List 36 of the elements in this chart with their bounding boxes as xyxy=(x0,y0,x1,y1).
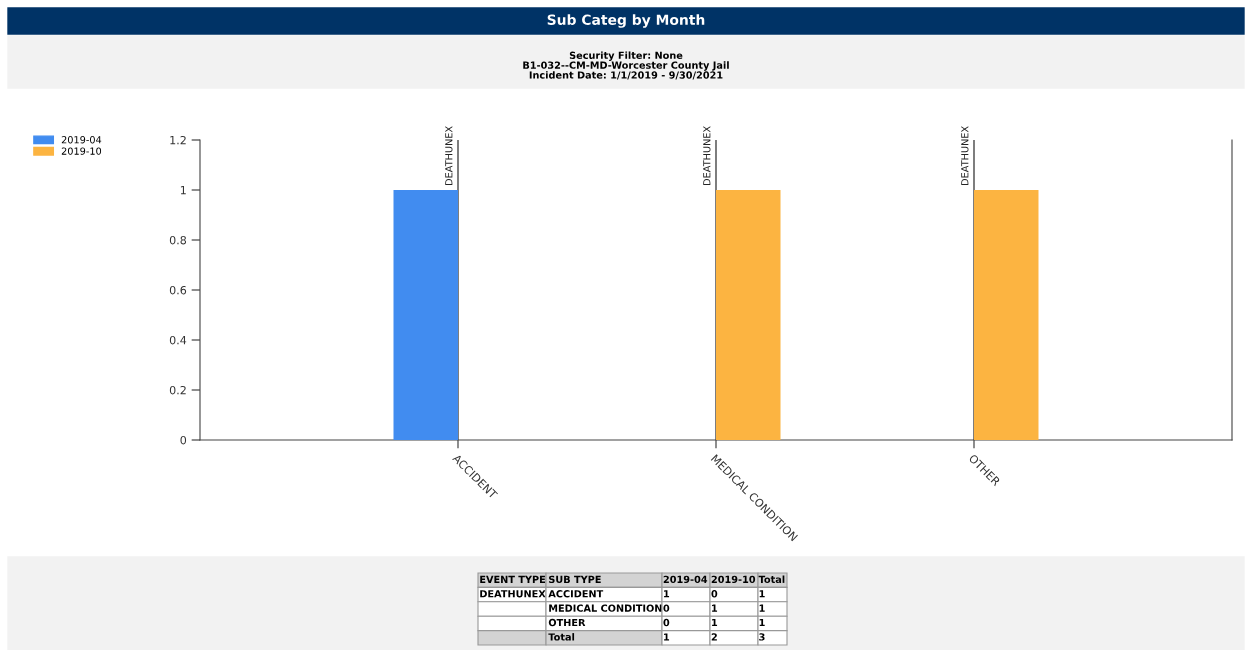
text: 1 xyxy=(664,590,670,598)
chart-title: Sub Categ by Month xyxy=(547,14,705,28)
text: 1 xyxy=(712,618,718,627)
text: 1 xyxy=(712,604,718,612)
text: 2 xyxy=(711,633,717,641)
text: 3 xyxy=(759,633,765,641)
text: DEATHUNEX xyxy=(480,590,546,598)
text: MEDICAL CONDITION xyxy=(549,604,662,612)
text: SUB TYPE xyxy=(549,575,601,584)
y-tick-label: 0.2 xyxy=(169,385,186,395)
annotation: DEATHUNEX xyxy=(961,126,969,185)
text: 2019-10 xyxy=(711,575,756,584)
y-tick-label: 1 xyxy=(180,186,186,195)
y-tick-label: 1.2 xyxy=(170,135,186,145)
legend-label: 2019-10 xyxy=(61,147,102,155)
annotation: DEATHUNEX xyxy=(445,126,453,185)
y-tick-label: 0.8 xyxy=(169,235,187,245)
text: 1 xyxy=(759,590,765,598)
text: 1 xyxy=(664,633,670,641)
text: Total xyxy=(758,575,785,584)
text: 0 xyxy=(663,604,670,612)
text: ACCIDENT xyxy=(548,590,604,598)
text: Total xyxy=(548,633,575,641)
y-tick-label: 0 xyxy=(180,435,187,445)
y-tick-label: 0.4 xyxy=(169,335,187,345)
text: EVENT TYPE xyxy=(480,575,546,583)
text: 1 xyxy=(759,618,765,627)
text: 0 xyxy=(711,590,718,598)
chart-subtitle: Security Filter: None B1-032--CM-MD-Worcester County Jail Incident Date: 1/1/2019 - 9/30/2021 xyxy=(523,51,729,80)
legend-label: 2019-04 xyxy=(61,136,102,144)
text: 1 xyxy=(759,604,765,612)
text: 2019-04 xyxy=(663,575,708,584)
text: 0 xyxy=(663,618,670,627)
annotation: DEATHUNEX xyxy=(703,126,711,185)
y-tick-label: 0.6 xyxy=(169,285,187,295)
text: OTHER xyxy=(548,618,586,627)
